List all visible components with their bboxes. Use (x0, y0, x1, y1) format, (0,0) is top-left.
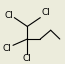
Text: Cl: Cl (23, 54, 32, 63)
Text: Cl: Cl (42, 8, 51, 17)
Text: Cl: Cl (2, 44, 11, 53)
Text: Cl: Cl (4, 11, 13, 20)
